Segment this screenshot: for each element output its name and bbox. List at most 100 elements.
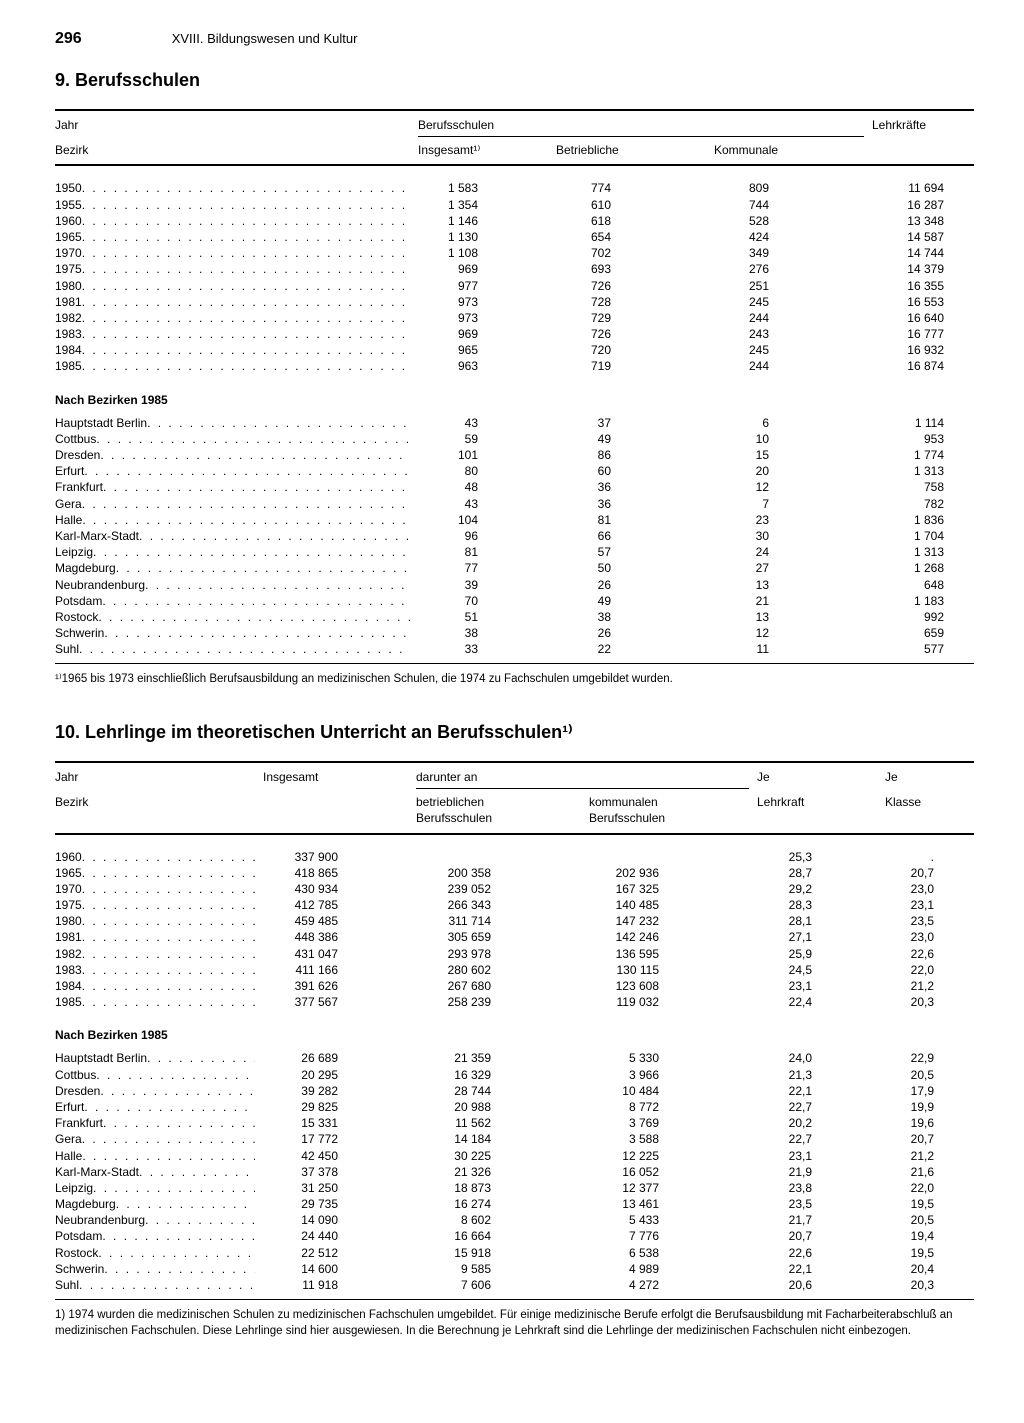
cell-kommunalen: 6 538: [589, 1245, 749, 1261]
cell-je-lehrkraft: 28,3: [757, 897, 877, 913]
cell-betriebliche: 86: [556, 447, 706, 463]
cell-lehrkraefte: 16 777: [872, 326, 974, 342]
cell-betrieblichen: 16 664: [416, 1228, 581, 1244]
row-label: 1975 . . . . . . . . . . . . . . . . . .…: [55, 897, 255, 913]
col-header-bezirk: Bezirk: [55, 142, 410, 158]
page: 296 XVIII. Bildungswesen und Kultur 9. B…: [0, 0, 1024, 1379]
cell-je-klasse: 22,0: [885, 1180, 974, 1196]
cell-betriebliche: 610: [556, 197, 706, 213]
table-row: 1981 . . . . . . . . . . . . . . . . . .…: [55, 294, 974, 310]
cell-betriebliche: 729: [556, 310, 706, 326]
cell-je-klasse: 20,3: [885, 994, 974, 1010]
row-label: 1983 . . . . . . . . . . . . . . . . . .…: [55, 326, 410, 342]
table-row: Rostock . . . . . . . . . . . . . . . . …: [55, 609, 974, 625]
cell-insgesamt: 430 934: [263, 881, 408, 897]
cell-je-klasse: 17,9: [885, 1083, 974, 1099]
cell-insgesamt: 377 567: [263, 994, 408, 1010]
row-label: Neubrandenburg . . . . . . . . . . . . .…: [55, 1212, 255, 1228]
cell-lehrkraefte: 16 932: [872, 342, 974, 358]
cell-je-lehrkraft: 22,4: [757, 994, 877, 1010]
table-row: Halle . . . . . . . . . . . . . . . . . …: [55, 512, 974, 528]
row-label: 1985 . . . . . . . . . . . . . . . . . .…: [55, 994, 255, 1010]
table-row: Suhl . . . . . . . . . . . . . . . . . .…: [55, 641, 974, 657]
table-1-footnote: ¹⁾1965 bis 1973 einschließlich Berufsaus…: [55, 672, 974, 688]
cell-insgesamt: 80: [418, 463, 548, 479]
cell-kommunalen: 4 989: [589, 1261, 749, 1277]
table-row: Leipzig . . . . . . . . . . . . . . . . …: [55, 1180, 974, 1196]
cell-insgesamt: 448 386: [263, 929, 408, 945]
cell-betriebliche: 702: [556, 245, 706, 261]
cell-je-lehrkraft: 21,3: [757, 1067, 877, 1083]
row-label: Leipzig . . . . . . . . . . . . . . . . …: [55, 1180, 255, 1196]
table-row: Magdeburg . . . . . . . . . . . . . . . …: [55, 1196, 974, 1212]
cell-lehrkraefte: 1 268: [872, 560, 974, 576]
cell-lehrkraefte: 1 704: [872, 528, 974, 544]
cell-kommunale: 7: [714, 496, 864, 512]
cell-kommunale: 10: [714, 431, 864, 447]
cell-lehrkraefte: 11 694: [872, 180, 974, 196]
cell-insgesamt: 977: [418, 278, 548, 294]
row-label: Cottbus . . . . . . . . . . . . . . . . …: [55, 1067, 255, 1083]
cell-betrieblichen: 20 988: [416, 1099, 581, 1115]
cell-kommunale: 24: [714, 544, 864, 560]
table-row: 1982 . . . . . . . . . . . . . . . . . .…: [55, 946, 974, 962]
cell-kommunale: 244: [714, 358, 864, 374]
cell-betrieblichen: 16 329: [416, 1067, 581, 1083]
table-row: 1980 . . . . . . . . . . . . . . . . . .…: [55, 278, 974, 294]
row-label: 1985 . . . . . . . . . . . . . . . . . .…: [55, 358, 410, 374]
cell-kommunalen: 3 588: [589, 1131, 749, 1147]
cell-lehrkraefte: 1 313: [872, 463, 974, 479]
cell-betrieblichen: 258 239: [416, 994, 581, 1010]
table-row: 1983 . . . . . . . . . . . . . . . . . .…: [55, 326, 974, 342]
cell-betriebliche: 49: [556, 431, 706, 447]
cell-insgesamt: 43: [418, 496, 548, 512]
page-number: 296: [55, 30, 82, 48]
row-label: Magdeburg . . . . . . . . . . . . . . . …: [55, 560, 410, 576]
row-label: Suhl . . . . . . . . . . . . . . . . . .…: [55, 641, 410, 657]
cell-kommunalen: 147 232: [589, 913, 749, 929]
row-label: Erfurt . . . . . . . . . . . . . . . . .…: [55, 1099, 255, 1115]
cell-betriebliche: 57: [556, 544, 706, 560]
cell-kommunale: 13: [714, 577, 864, 593]
cell-betrieblichen: 266 343: [416, 897, 581, 913]
cell-insgesamt: 43: [418, 415, 548, 431]
cell-je-klasse: 21,2: [885, 978, 974, 994]
cell-insgesamt: 14 600: [263, 1261, 408, 1277]
cell-je-lehrkraft: 22,7: [757, 1131, 877, 1147]
cell-betriebliche: 81: [556, 512, 706, 528]
cell-je-klasse: 22,0: [885, 962, 974, 978]
cell-lehrkraefte: 1 774: [872, 447, 974, 463]
table-row: 1965 . . . . . . . . . . . . . . . . . .…: [55, 229, 974, 245]
cell-insgesamt: 1 130: [418, 229, 548, 245]
col-header-jahr: Jahr: [55, 117, 410, 133]
cell-betrieblichen: 8 602: [416, 1212, 581, 1228]
cell-insgesamt: 973: [418, 294, 548, 310]
cell-kommunalen: 8 772: [589, 1099, 749, 1115]
cell-betriebliche: 618: [556, 213, 706, 229]
cell-je-klasse: 20,5: [885, 1067, 974, 1083]
col-header-jahr: Jahr: [55, 769, 255, 785]
cell-kommunale: 23: [714, 512, 864, 528]
cell-je-lehrkraft: 23,1: [757, 978, 877, 994]
col-header-betrieblichen: betrieblichen: [416, 794, 581, 810]
col-group-berufsschulen: Berufsschulen: [418, 117, 864, 133]
cell-kommunalen: 136 595: [589, 946, 749, 962]
cell-je-lehrkraft: 23,8: [757, 1180, 877, 1196]
cell-betriebliche: 726: [556, 326, 706, 342]
table-row: 1950 . . . . . . . . . . . . . . . . . .…: [55, 180, 974, 196]
cell-insgesamt: 1 354: [418, 197, 548, 213]
cell-betrieblichen: 30 225: [416, 1148, 581, 1164]
table-2-header-row: Jahr Insgesamt darunter an Je Je: [55, 769, 974, 785]
row-label: Gera . . . . . . . . . . . . . . . . . .…: [55, 496, 410, 512]
table-row: Hauptstadt Berlin . . . . . . . . . . . …: [55, 415, 974, 431]
cell-je-lehrkraft: 22,1: [757, 1083, 877, 1099]
cell-je-klasse: 23,0: [885, 929, 974, 945]
row-label: Cottbus . . . . . . . . . . . . . . . . …: [55, 431, 410, 447]
table-row: Hauptstadt Berlin . . . . . . . . . . . …: [55, 1050, 974, 1066]
table-row: 1975 . . . . . . . . . . . . . . . . . .…: [55, 261, 974, 277]
cell-kommunalen: 130 115: [589, 962, 749, 978]
table-row: 1960 . . . . . . . . . . . . . . . . . .…: [55, 849, 974, 865]
row-label: Magdeburg . . . . . . . . . . . . . . . …: [55, 1196, 255, 1212]
cell-betrieblichen: 200 358: [416, 865, 581, 881]
cell-lehrkraefte: 16 287: [872, 197, 974, 213]
